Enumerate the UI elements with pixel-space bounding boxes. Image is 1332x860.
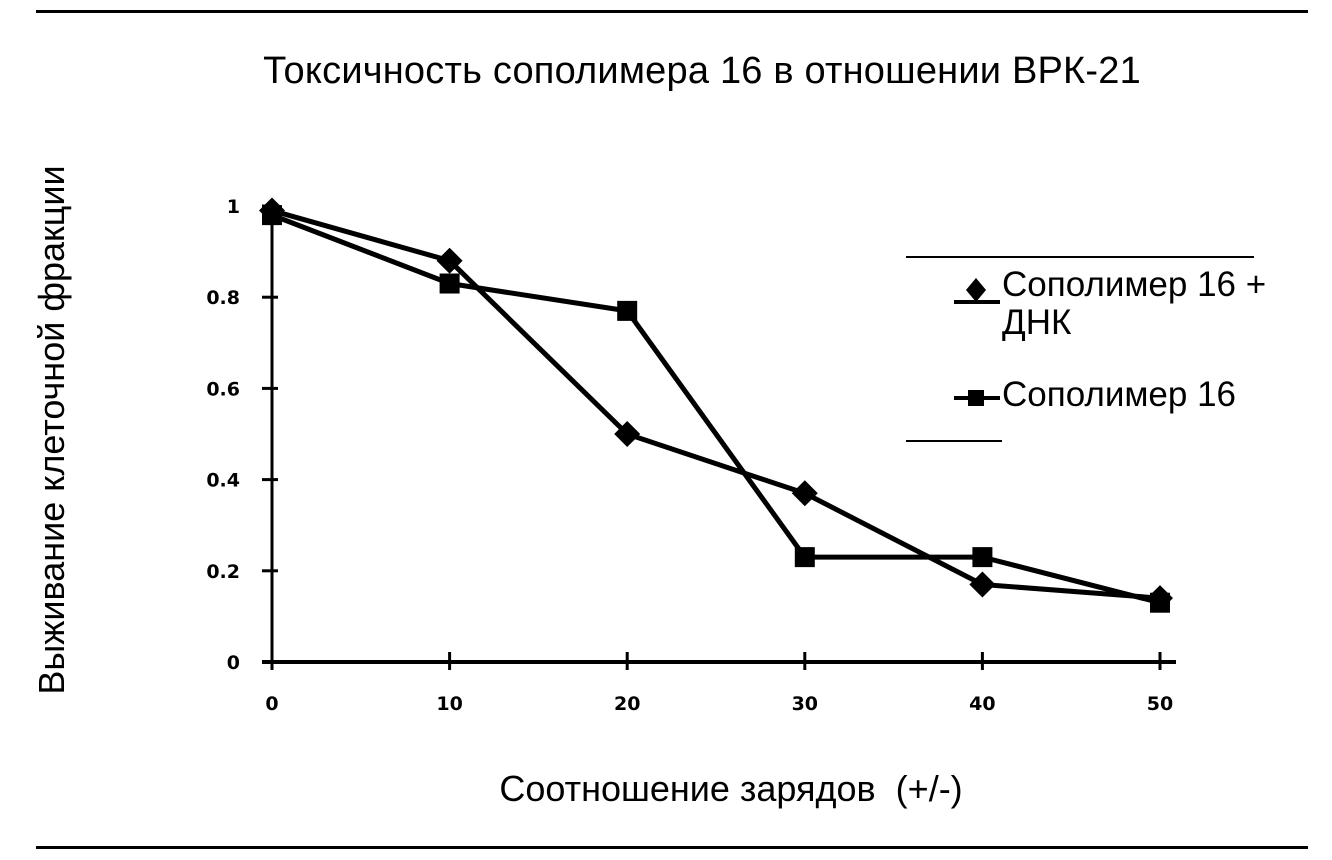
- x-tick-label: 50: [1147, 693, 1173, 715]
- x-tick-label: 20: [614, 693, 640, 715]
- diamond-point: [792, 480, 818, 506]
- square-point: [1150, 593, 1170, 613]
- diamond-point: [969, 571, 995, 597]
- legend-top-line: [906, 256, 1254, 258]
- square-point: [795, 547, 815, 567]
- legend-label: Сополимер 16: [1002, 376, 1302, 414]
- x-tick-label: 40: [969, 693, 995, 715]
- y-tick-label: 0.8: [206, 287, 240, 309]
- square-marker-icon: [950, 376, 1002, 416]
- x-axis-title: Соотношение зарядов (+/-): [0, 768, 1332, 810]
- legend-item-copolymer-dna: Сополимер 16 + ДНК: [950, 266, 1302, 342]
- legend-label: Сополимер 16 + ДНК: [1002, 266, 1302, 342]
- y-tick-label: 1: [227, 196, 240, 218]
- square-point: [262, 205, 282, 225]
- x-tick-label: 30: [792, 693, 818, 715]
- square-point: [972, 547, 992, 567]
- legend-bottom-line: [906, 440, 1002, 442]
- x-tick-label: 10: [436, 693, 462, 715]
- y-tick-label: 0.6: [206, 378, 240, 400]
- square-point: [440, 274, 460, 294]
- legend-item-copolymer: Сополимер 16: [950, 376, 1302, 416]
- y-tick-label: 0.4: [206, 470, 240, 492]
- square-point: [617, 301, 637, 321]
- y-tick-label: 0.2: [206, 561, 240, 583]
- y-tick-label: 0: [227, 652, 240, 674]
- bottom-rule: [36, 846, 1308, 849]
- diamond-marker-icon: [950, 266, 1002, 306]
- x-tick-label: 0: [265, 693, 278, 715]
